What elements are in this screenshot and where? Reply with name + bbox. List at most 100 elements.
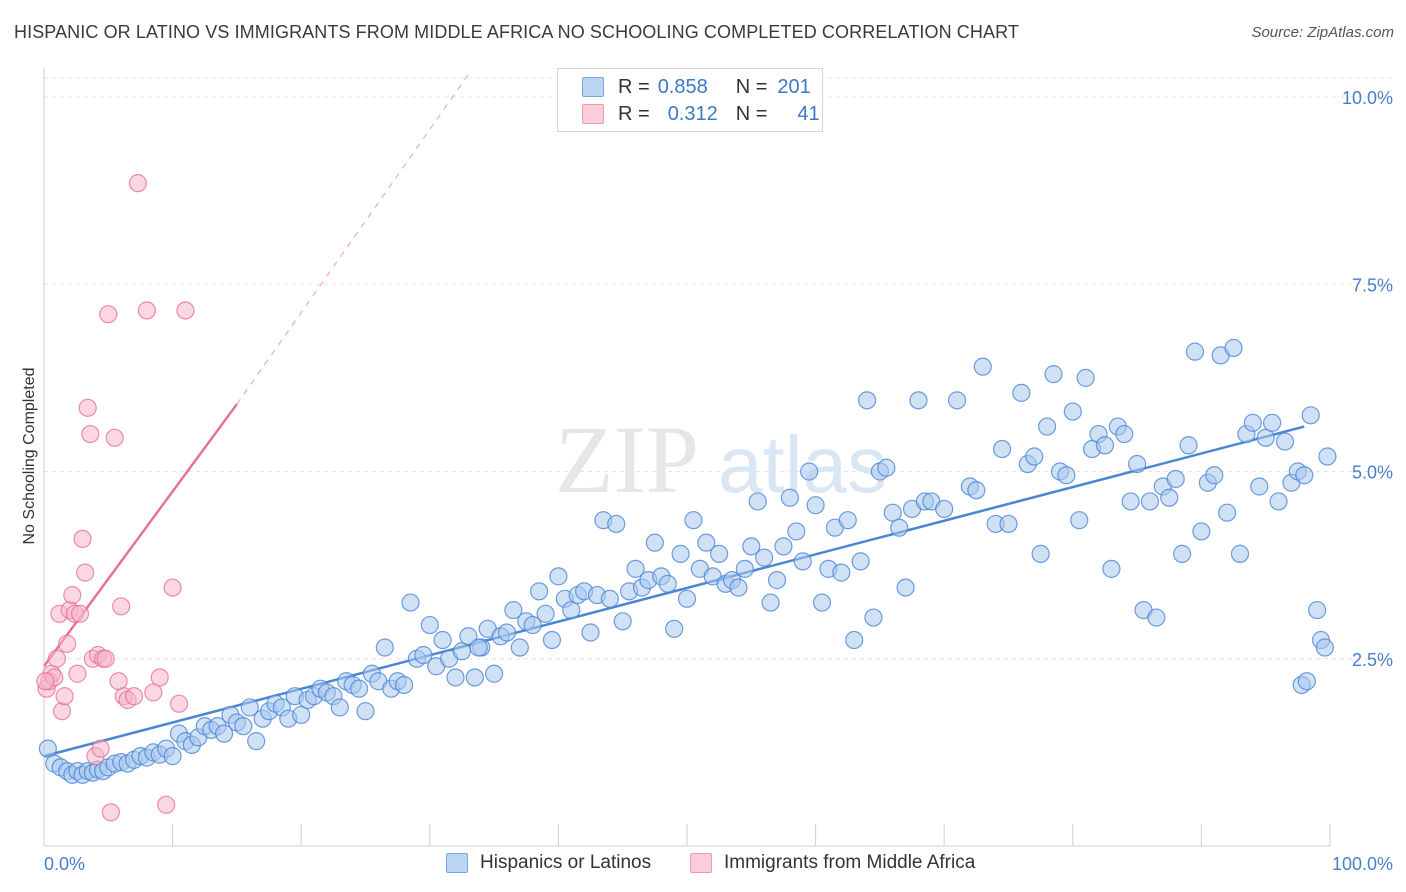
hispanics-point-117: [780, 488, 799, 507]
hispanics-point-135: [896, 578, 915, 597]
middle-africa-point-39: [176, 301, 195, 320]
bottom-legend-swatch-pink: [690, 853, 712, 873]
hispanics-point-188: [1269, 492, 1288, 511]
hispanics-point-34: [247, 732, 266, 751]
hispanics-point-74: [504, 600, 523, 620]
source-label: Source: ZipAtlas.com: [1251, 24, 1394, 41]
hispanics-point-109: [729, 578, 748, 597]
hispanics-point-146: [992, 439, 1012, 459]
hispanics-point-181: [1224, 338, 1243, 358]
hispanics-point-81: [549, 567, 568, 586]
hispanics-point-102: [684, 511, 703, 530]
middle-africa-point-12: [68, 664, 87, 683]
hispanics-point-116: [774, 537, 793, 556]
stats-legend: R = 0.858 N = 201 R = 0.312 N = 41: [557, 68, 823, 132]
middle-africa-point-36: [157, 795, 176, 814]
hispanics-point-71: [485, 664, 504, 683]
hispanics-point-110: [735, 559, 754, 578]
x-tick-label-0: 0.0%: [44, 854, 85, 874]
hispanics-point-187: [1263, 413, 1282, 432]
hispanics-point-126: [838, 511, 857, 530]
legend-r-label: R =: [618, 75, 650, 98]
hispanics-point-57: [394, 675, 414, 695]
hispanics-point-162: [1102, 559, 1121, 578]
hispanics-point-106: [710, 544, 729, 563]
hispanics-point-193: [1301, 406, 1320, 425]
hispanics-point-173: [1173, 544, 1192, 563]
middle-africa-point-4: [47, 649, 66, 668]
hispanics-point-134: [890, 518, 909, 537]
hispanics-point-186: [1256, 428, 1275, 447]
hispanics-point-130: [864, 608, 883, 627]
series-middle-africa-points: [36, 174, 195, 822]
bottom-legend-swatch-blue: [446, 853, 468, 873]
hispanics-point-122: [812, 593, 832, 612]
hispanics-point-104: [697, 533, 716, 552]
hispanics-point-185: [1250, 477, 1269, 496]
hispanics-point-21: [163, 747, 182, 766]
hispanics-point-125: [832, 563, 851, 582]
hispanics-point-141: [947, 391, 967, 410]
hispanics-point-61: [420, 615, 439, 635]
hispanics-point-174: [1179, 436, 1198, 455]
legend-n-value: 201: [777, 75, 811, 98]
hispanics-point-101: [677, 589, 697, 608]
hispanics-point-127: [845, 630, 864, 650]
legend-swatch-pink: [582, 104, 604, 124]
hispanics-point-29: [214, 724, 234, 743]
hispanics-point-121: [806, 496, 825, 515]
hispanics-point-157: [1070, 511, 1089, 530]
y-tick-label-3: 10.0%: [1342, 88, 1393, 108]
hispanics-point-93: [626, 559, 645, 578]
hispanics-point-96: [645, 533, 664, 552]
y-tick-label-2: 7.5%: [1352, 275, 1393, 295]
hispanics-point-60: [414, 645, 433, 665]
hispanics-point-198: [1315, 638, 1334, 657]
middle-africa-point-33: [137, 301, 156, 320]
x-tick-label-1: 100.0%: [1332, 854, 1393, 874]
middle-africa-point-40: [36, 672, 55, 691]
hispanics-point-137: [909, 391, 928, 410]
hispanics-point-180: [1218, 503, 1237, 522]
hispanics-point-54: [375, 638, 394, 657]
hispanics-point-112: [748, 492, 767, 511]
hispanics-point-77: [523, 615, 542, 635]
legend-n-label: N =: [735, 75, 768, 98]
legend-r-label: R =: [618, 102, 650, 125]
hispanics-point-63: [433, 630, 452, 650]
hispanics-point-153: [1044, 365, 1063, 384]
middle-africa-point-24: [99, 305, 118, 324]
legend-n-label: N =: [735, 102, 768, 125]
hispanics-point-79: [536, 604, 555, 623]
hispanics-point-113: [755, 548, 774, 567]
legend-row-hispanics: R = 0.858 N = 201: [582, 75, 811, 99]
hispanics-point-99: [665, 619, 684, 638]
hispanics-point-148: [1012, 383, 1031, 402]
tick-labels: 2.5% 5.0% 7.5% 10.0% 0.0% 100.0%: [44, 88, 1393, 874]
hispanics-point-41: [292, 705, 311, 725]
hispanics-point-152: [1037, 417, 1057, 436]
bottom-legend-hispanics: Hispanics or Latinos: [446, 852, 651, 874]
hispanics-point-165: [1121, 492, 1140, 511]
hispanics-point-178: [1205, 466, 1224, 485]
hispanics-point-119: [793, 552, 812, 571]
hispanics-point-129: [857, 391, 877, 410]
hispanics-point-83: [562, 600, 581, 620]
bottom-legend-middle-africa: Immigrants from Middle Africa: [690, 852, 975, 874]
bottom-legend-label: Hispanics or Latinos: [480, 852, 652, 873]
hispanics-point-182: [1230, 544, 1250, 563]
middle-africa-point-28: [112, 597, 131, 616]
hispanics-point-75: [510, 638, 529, 657]
trend-extension-1: [236, 74, 469, 405]
watermark-zip: ZIP: [555, 406, 699, 513]
trend-line-1: [42, 403, 238, 667]
middle-africa-point-25: [101, 803, 120, 822]
middle-africa-point-26: [105, 428, 124, 447]
watermark-atlas: atlas: [718, 420, 887, 509]
hispanics-point-161: [1095, 436, 1115, 455]
hispanics-point-80: [542, 630, 562, 650]
middle-africa-point-34: [144, 683, 163, 702]
y-tick-label-0: 2.5%: [1352, 650, 1393, 670]
middle-africa-point-14: [73, 529, 92, 549]
hispanics-point-200: [469, 638, 488, 657]
